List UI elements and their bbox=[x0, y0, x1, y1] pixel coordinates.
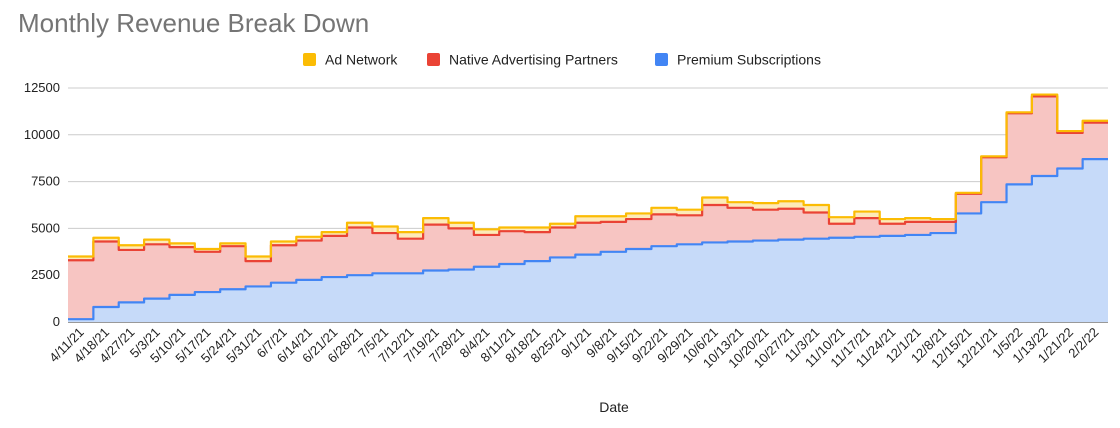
legend-label: Ad Network bbox=[325, 52, 398, 68]
line-premium-subscriptions bbox=[68, 158, 1108, 321]
y-tick-label: 7500 bbox=[31, 174, 60, 189]
legend-label: Premium Subscriptions bbox=[677, 52, 821, 68]
y-tick-label: 0 bbox=[53, 314, 60, 329]
legend-item-premium-subscriptions: Premium Subscriptions bbox=[655, 52, 821, 68]
chart-title: Monthly Revenue Break Down bbox=[18, 8, 370, 38]
y-tick-label: 2500 bbox=[31, 267, 60, 282]
legend-swatch bbox=[655, 53, 668, 66]
legend-item-native-advertising-partners: Native Advertising Partners bbox=[427, 52, 618, 68]
y-tick-label: 12500 bbox=[24, 80, 60, 95]
legend-swatch bbox=[303, 53, 316, 66]
line-ad-network bbox=[68, 93, 1108, 258]
legend-label: Native Advertising Partners bbox=[449, 52, 618, 68]
area-premium-subscriptions bbox=[68, 159, 1108, 322]
area-native-advertising-partners bbox=[68, 96, 1108, 320]
legend-item-ad-network: Ad Network bbox=[303, 52, 398, 68]
y-tick-label: 10000 bbox=[24, 127, 60, 142]
area-ad-network bbox=[68, 94, 1108, 262]
legend-swatch bbox=[427, 53, 440, 66]
y-tick-label: 5000 bbox=[31, 220, 60, 235]
x-axis-label: Date bbox=[599, 399, 629, 415]
